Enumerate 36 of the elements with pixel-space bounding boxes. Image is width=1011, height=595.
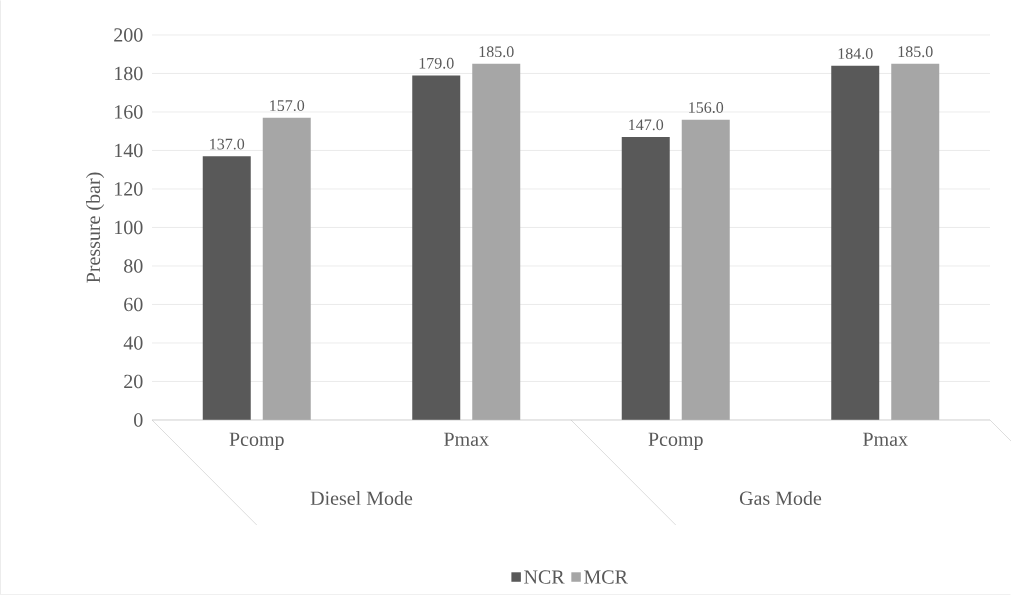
text: Gas Mode: [739, 490, 822, 506]
bar: [202, 156, 251, 420]
x-tick-label: Pmax: [444, 432, 489, 446]
data-label: 179.0: [419, 57, 454, 69]
y-tick-label: 40: [123, 336, 143, 350]
legend-label: MCR: [584, 570, 628, 584]
data-label: 184.0: [838, 48, 873, 60]
data-label: 156.0: [689, 102, 724, 113]
data-label: 137.0: [210, 138, 245, 150]
bar: [621, 137, 670, 420]
bar: [831, 65, 880, 420]
x-tick-label: Pcomp: [648, 432, 703, 451]
y-tick-label: 160: [115, 105, 143, 119]
text: Diesel Mode: [310, 490, 413, 506]
data-label: 157.0: [270, 100, 305, 112]
bar: [891, 63, 940, 420]
data-label: 185.0: [479, 46, 514, 58]
bar: [262, 117, 311, 420]
bar: [412, 75, 461, 420]
y-tick-label: 0: [134, 413, 143, 427]
legend-label: NCR: [524, 570, 565, 584]
x-tick-label: Pcomp: [229, 432, 284, 451]
y-tick-label: 80: [124, 259, 143, 273]
y-tick-label: 120: [115, 182, 143, 196]
y-axis-title: Pressure (bar): [86, 172, 105, 283]
y-tick-label: 140: [115, 143, 143, 158]
y-tick-label: 200: [114, 28, 143, 42]
y-tick-label: 100: [115, 220, 143, 235]
data-label: 185.0: [898, 46, 933, 58]
bar: [681, 119, 730, 420]
y-tick-label: 180: [115, 66, 143, 81]
y-tick-label: 60: [124, 297, 143, 312]
y-tick-label: 20: [124, 374, 143, 389]
bar: [472, 63, 521, 420]
data-label: 147.0: [629, 119, 664, 131]
x-tick-label: Pmax: [863, 432, 908, 446]
